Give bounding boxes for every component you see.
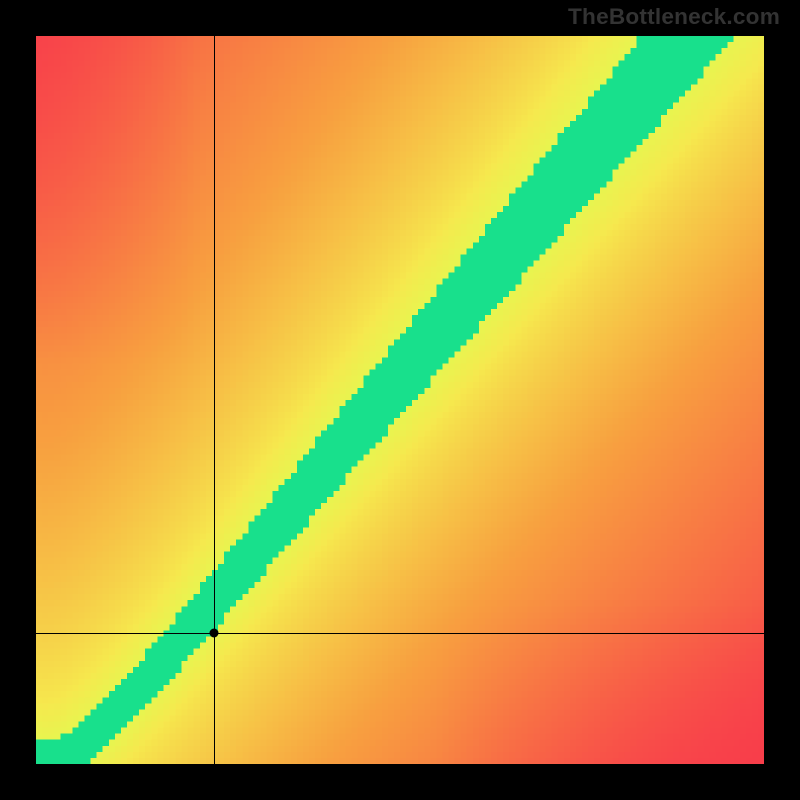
crosshair-vertical	[214, 36, 215, 764]
selection-marker[interactable]	[210, 628, 219, 637]
watermark-text: TheBottleneck.com	[568, 4, 780, 30]
crosshair-horizontal	[36, 633, 764, 634]
plot-area	[36, 36, 764, 764]
chart-container: TheBottleneck.com	[0, 0, 800, 800]
bottleneck-heatmap	[36, 36, 764, 764]
